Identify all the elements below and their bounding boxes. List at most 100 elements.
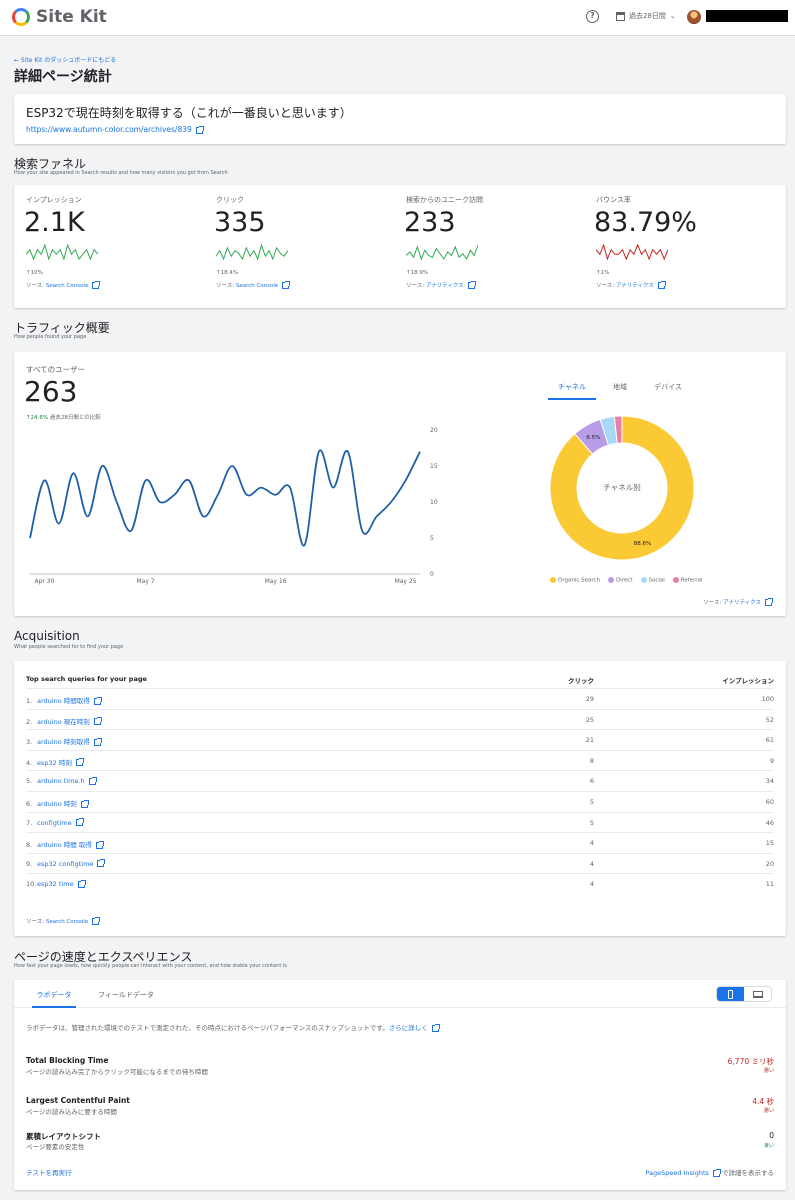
desktop-toggle[interactable] (744, 987, 771, 1001)
speed-tab-bar (14, 980, 786, 1008)
metric-bounce-rate[interactable]: バウンス率 83.79% ↑1% ソース: アナリティクス (584, 185, 764, 295)
table-header: Top search queries for your page クリック イン… (26, 675, 774, 689)
google-g-icon (12, 8, 30, 26)
query-link[interactable]: esp32 time (37, 879, 86, 888)
rerun-test-link[interactable]: テストを再実行 (26, 1169, 72, 1177)
device-toggle (716, 986, 772, 1002)
metric-change: ↑18.9% (406, 270, 429, 276)
channel-donut-chart: 88.6% 6.5% チャネル別 (549, 415, 695, 561)
users-series-line (29, 449, 421, 547)
sparkline-path (26, 243, 98, 261)
query-link[interactable]: arduino 時間 取得 (37, 840, 104, 849)
x-tick-label: May 16 (265, 578, 287, 585)
tab-channel[interactable]: チャネル (548, 382, 596, 400)
external-link-icon (75, 818, 84, 827)
mobile-toggle[interactable] (717, 987, 744, 1001)
external-link-icon (657, 281, 666, 289)
slice-label: 88.6% (634, 541, 651, 547)
source-link[interactable]: Search Console (46, 281, 101, 289)
speed-subtitle: How fast your page loads, how quickly pe… (14, 963, 287, 969)
tab-region[interactable]: 地域 (613, 383, 627, 391)
row-clicks: 4 (589, 839, 594, 848)
row-number: 6. (26, 800, 33, 808)
speed-card: ラボデータ フィールドデータ ラボデータは、管理された環境でのテストで測定された… (14, 980, 786, 1190)
external-link-icon (467, 281, 476, 289)
row-impressions: 9 (769, 756, 774, 765)
metric-source: ソース: Search Console (216, 281, 291, 289)
metric-change: ↑10% (26, 270, 43, 276)
app-name: Site Kit (36, 7, 107, 27)
all-users-value: 263 (24, 375, 78, 408)
metric-value: 83.79% (594, 207, 697, 238)
post-url-link[interactable]: https://www.autumn-color.com/archives/83… (26, 125, 204, 134)
query-link[interactable]: arduino 時間取得 (37, 696, 102, 705)
traffic-subtitle: How people found your page (14, 334, 87, 340)
metric-unique-visits[interactable]: 検索からのユニーク訪問 233 ↑18.9% ソース: アナリティクス (394, 185, 574, 295)
query-link[interactable]: esp32 configtime (37, 859, 106, 868)
y-tick-label: 0 (430, 571, 434, 578)
query-link[interactable]: arduino 時刻 (37, 799, 89, 808)
source-link[interactable]: アナリティクス (616, 281, 666, 289)
metric-impressions[interactable]: インプレッション 2.1K ↑10% ソース: Search Console (14, 185, 194, 295)
row-impressions: 15 (765, 839, 774, 848)
x-tick-label: May 25 (395, 578, 417, 585)
table-row: 6. arduino 時刻 5 60 (26, 791, 774, 812)
donut-slice-organic-search (549, 415, 695, 561)
source-link[interactable]: アナリティクス (723, 598, 773, 606)
metric-change: ↑18.4% (216, 270, 239, 276)
table-row: 1. arduino 時間取得 29 100 (26, 688, 774, 709)
users-line-chart: 0 5 10 15 20 Apr 30 May 7 May 16 May 25 (29, 427, 438, 585)
metric-label: インプレッション (26, 196, 82, 204)
metric-value: 233 (404, 207, 456, 238)
external-link-icon (195, 125, 204, 134)
table-row: 4. esp32 時刻 8 9 (26, 749, 774, 771)
all-users-change: ↑24.6% 過去28日間との比較 (26, 415, 101, 421)
pagespeed-insights-link[interactable]: PageSpeed Insights (645, 1168, 721, 1177)
lab-data-description: ラボデータは、管理された環境でのテストで測定された、その時点におけるページパフォ… (26, 1022, 440, 1032)
tab-device[interactable]: デバイス (654, 383, 682, 391)
row-number: 5. (26, 777, 33, 786)
source-link[interactable]: Search Console (46, 917, 101, 925)
calendar-icon (616, 11, 625, 21)
search-funnel-title: 検索ファネル (14, 157, 87, 171)
learn-more-link[interactable]: さらに詳しく (389, 1023, 440, 1032)
sparkline-path (216, 243, 288, 261)
row-impressions: 20 (765, 859, 774, 868)
external-link-icon (92, 281, 101, 289)
query-link[interactable]: arduino 現在時刻 (37, 717, 102, 726)
query-link[interactable]: esp32 時刻 (37, 758, 84, 767)
table-row: 9. esp32 configtime 4 20 (26, 852, 774, 874)
site-kit-logo[interactable]: Site Kit (12, 7, 107, 27)
query-link[interactable]: configtime (37, 818, 84, 827)
sparkline (26, 243, 98, 261)
row-number: 10. (26, 880, 37, 889)
external-link-icon (97, 859, 106, 868)
donut-center-label: チャネル別 (603, 483, 640, 492)
slice-label: 6.5% (586, 435, 600, 441)
metric-clicks[interactable]: クリック 335 ↑18.4% ソース: Search Console (204, 185, 384, 295)
row-impressions: 11 (765, 880, 774, 889)
query-link[interactable]: arduino 時刻取得 (37, 737, 102, 746)
post-title: ESP32で現在時刻を取得する（これが一番良いと思います） (26, 106, 352, 120)
donut-slice-referral (613, 415, 623, 444)
row-number: 4. (26, 758, 33, 767)
tab-field-data[interactable]: フィールドデータ (98, 991, 154, 999)
tab-lab-data[interactable]: ラボデータ (32, 990, 76, 1008)
table-row: 2. arduino 現在時刻 25 52 (26, 708, 774, 730)
row-number: 8. (26, 841, 33, 850)
help-icon[interactable]: ? (586, 10, 599, 23)
row-impressions: 34 (765, 777, 774, 786)
traffic-card: すべてのユーザー 263 ↑24.6% 過去28日間との比較 0 5 10 15 20 A… (14, 352, 786, 616)
back-to-dashboard-link[interactable]: ← Site Kit のダッシュボードにもどる (14, 57, 117, 64)
external-link-icon (75, 758, 84, 767)
metric-label: クリック (216, 196, 244, 204)
query-link[interactable]: arduino time.h (37, 776, 97, 785)
x-tick-label: May 7 (136, 578, 154, 585)
external-link-icon (282, 281, 291, 289)
user-avatar[interactable] (687, 10, 701, 24)
sparkline (216, 243, 288, 261)
date-range-selector[interactable]: 過去28日間 ⌄ (616, 11, 676, 21)
source-link[interactable]: アナリティクス (426, 281, 476, 289)
source-link[interactable]: Search Console (236, 281, 291, 289)
page-title: 詳細ページ統計 (14, 69, 112, 85)
